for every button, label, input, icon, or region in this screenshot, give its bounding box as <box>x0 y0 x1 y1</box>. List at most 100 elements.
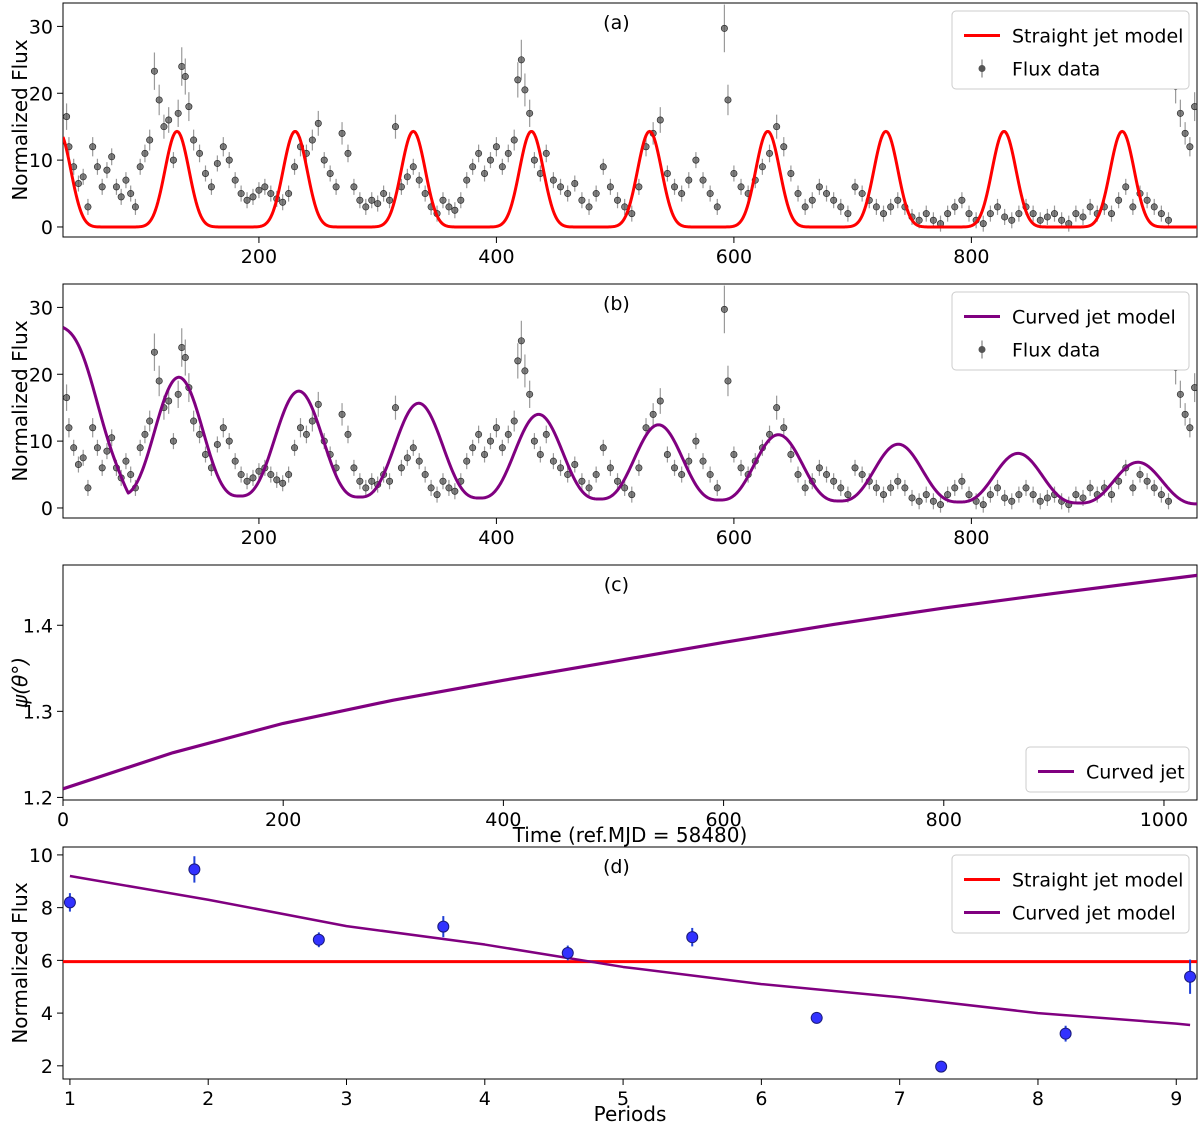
flux-point-a-114 <box>720 24 728 32</box>
flux-point-b-44 <box>285 471 293 479</box>
flux-point-a-89 <box>542 149 550 157</box>
flux-point-b-48 <box>308 417 316 425</box>
axes-frame-b <box>62 283 1198 519</box>
flux-point-b-25 <box>178 344 186 352</box>
flux-point-a-129 <box>823 190 831 198</box>
flux-point-a-156 <box>1015 210 1023 218</box>
flux-point-b-5 <box>84 484 92 492</box>
flux-point-a-39 <box>255 186 263 194</box>
flux-point-b-180 <box>1181 410 1189 418</box>
flux-point-a-19 <box>150 67 158 75</box>
flux-point-a-32 <box>213 159 221 167</box>
flux-point-a-27 <box>185 103 193 111</box>
flux-point-a-153 <box>994 203 1002 211</box>
flux-point-b-103 <box>642 424 650 432</box>
flux-point-a-6 <box>89 143 97 151</box>
flux-point-b-30 <box>201 450 209 458</box>
flux-point-b-6 <box>89 424 97 432</box>
flux-point-b-126 <box>801 484 809 492</box>
panel-title-c: (c) <box>604 574 629 596</box>
flux-point-a-136 <box>872 203 880 211</box>
flux-point-a-164 <box>1072 210 1080 218</box>
flux-point-b-4 <box>79 454 87 462</box>
flux-point-b-96 <box>592 471 600 479</box>
flux-point-a-176 <box>1157 210 1165 218</box>
flux-point-b-65 <box>409 444 417 452</box>
flux-point-a-3 <box>74 180 82 188</box>
flux-point-a-64 <box>403 173 411 181</box>
flux-point-b-134 <box>858 471 866 479</box>
flux-point-b-97 <box>599 444 607 452</box>
flux-point-b-47 <box>302 430 310 438</box>
flux-point-b-99 <box>614 477 622 485</box>
flux-point-b-173 <box>1136 471 1144 479</box>
period-point-5 <box>686 931 699 944</box>
flux-point-b-20 <box>155 377 163 385</box>
flux-point-a-35 <box>231 176 239 184</box>
flux-point-b-152 <box>986 491 994 499</box>
flux-point-b-143 <box>922 491 930 499</box>
flux-point-b-123 <box>780 424 788 432</box>
flux-point-a-179 <box>1176 109 1184 117</box>
flux-point-a-149 <box>965 210 973 218</box>
flux-point-b-164 <box>1072 491 1080 499</box>
flux-point-b-71 <box>445 484 453 492</box>
flux-point-a-0 <box>63 113 71 121</box>
flux-point-a-171 <box>1122 183 1130 191</box>
panel-c: 0 200 400 600 800 1000 1.2 1.3 1.4 (c) ψ(θ°) Time (… <box>8 564 1198 847</box>
flux-point-a-106 <box>663 169 671 177</box>
y-tick-label-b-0: 0 <box>41 498 53 520</box>
flux-point-b-148 <box>958 477 966 485</box>
period-point-0 <box>63 896 76 909</box>
flux-point-a-49 <box>314 119 322 127</box>
flux-point-b-42 <box>273 476 281 484</box>
flux-point-b-45 <box>291 444 299 452</box>
flux-point-a-128 <box>815 183 823 191</box>
flux-point-b-181 <box>1186 424 1194 432</box>
flux-point-b-63 <box>397 464 405 472</box>
flux-point-a-18 <box>146 136 154 144</box>
x-tick-label-a-1: 400 <box>478 246 514 268</box>
flux-point-b-22 <box>165 397 173 405</box>
flux-point-a-24 <box>174 109 182 117</box>
flux-point-a-53 <box>338 129 346 137</box>
flux-point-a-125 <box>794 190 802 198</box>
flux-point-b-54 <box>344 430 352 438</box>
flux-point-b-109 <box>685 457 693 465</box>
flux-point-b-32 <box>213 440 221 448</box>
flux-point-a-113 <box>713 203 721 211</box>
flux-point-a-13 <box>122 176 130 184</box>
flux-point-b-28 <box>190 417 198 425</box>
flux-point-a-15 <box>131 203 139 211</box>
y-axis-label-a: Normalized Flux <box>8 39 32 201</box>
flux-point-a-43 <box>279 198 287 206</box>
flux-point-b-106 <box>663 450 671 458</box>
flux-point-a-34 <box>225 156 233 164</box>
flux-point-a-61 <box>386 196 394 204</box>
flux-point-b-133 <box>851 464 859 472</box>
straight-jet-model-line <box>63 129 1197 229</box>
flux-point-a-105 <box>656 116 664 124</box>
y-tick-label-d-3: 8 <box>41 898 53 920</box>
flux-point-b-19 <box>150 348 158 356</box>
flux-point-b-117 <box>737 464 745 472</box>
flux-point-a-146 <box>944 210 952 218</box>
flux-point-a-115 <box>724 96 732 104</box>
flux-point-b-33 <box>219 424 227 432</box>
flux-point-a-40 <box>261 183 269 191</box>
y-tick-label-a-3: 30 <box>29 16 53 38</box>
flux-point-a-37 <box>243 196 251 204</box>
x-axis-label-d: Periods <box>594 1102 667 1122</box>
flux-point-a-91 <box>557 183 565 191</box>
flux-point-b-79 <box>492 424 500 432</box>
flux-point-b-3 <box>74 461 82 469</box>
flux-point-b-8 <box>98 464 106 472</box>
flux-point-a-60 <box>380 190 388 198</box>
flux-point-a-33 <box>219 143 227 151</box>
flux-point-b-132 <box>844 491 852 499</box>
flux-point-b-18 <box>146 417 154 425</box>
flux-point-b-41 <box>267 471 275 479</box>
x-tick-label-c-1: 200 <box>265 809 301 831</box>
flux-point-b-14 <box>127 471 135 479</box>
flux-point-a-166 <box>1086 203 1094 211</box>
